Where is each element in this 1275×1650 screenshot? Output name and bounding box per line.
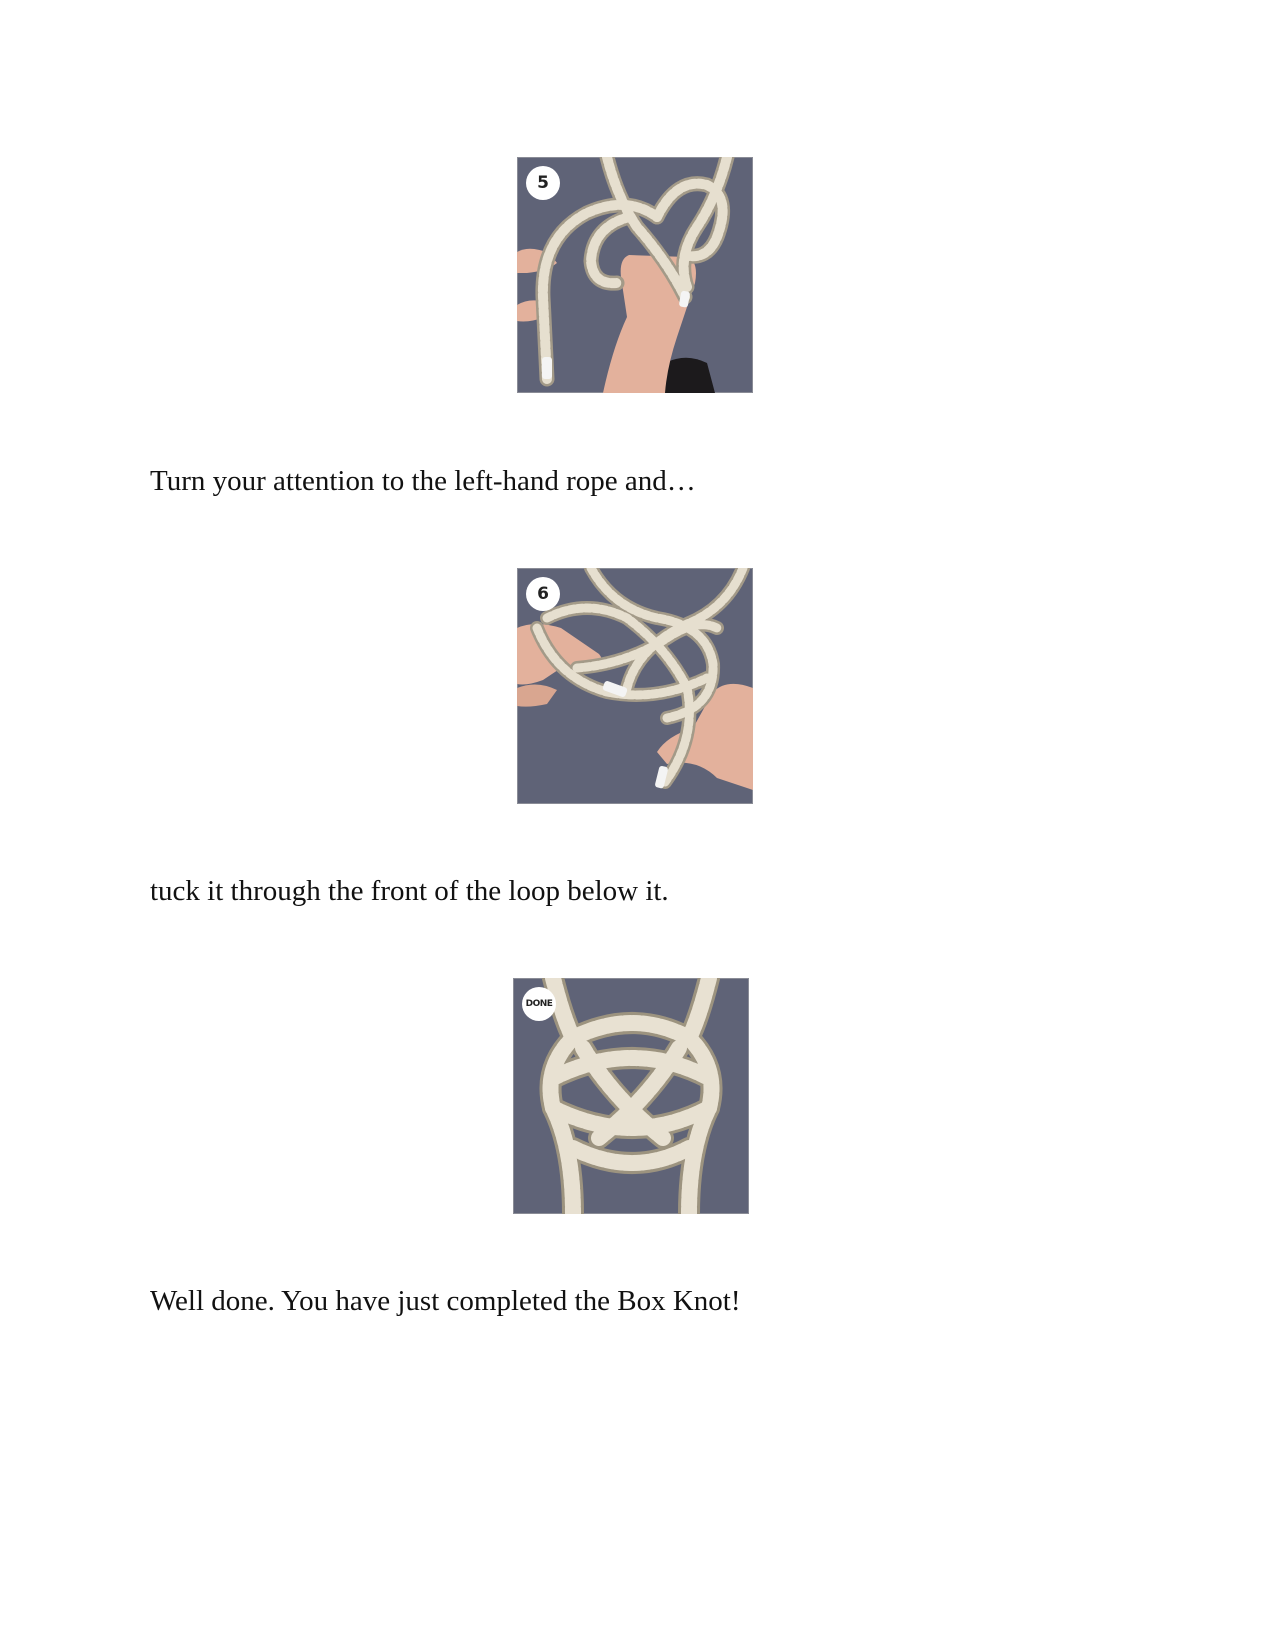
- done-caption: Well done. You have just completed the B…: [150, 1285, 741, 1317]
- knot-step-5-illustration: [517, 157, 735, 393]
- step-number-badge: 5: [526, 166, 560, 200]
- knot-step-6-illustration: [517, 568, 753, 790]
- step-5-caption: Turn your attention to the left-hand rop…: [150, 465, 696, 497]
- box-knot-finished-illustration: [539, 978, 723, 1214]
- step-number-badge: 6: [526, 577, 560, 611]
- step-6-caption: tuck it through the front of the loop be…: [150, 875, 669, 907]
- step-5-photo: 5: [517, 157, 753, 393]
- step-6-photo: 6: [517, 568, 753, 804]
- done-photo: DONE: [513, 978, 749, 1214]
- done-badge: DONE: [522, 987, 556, 1021]
